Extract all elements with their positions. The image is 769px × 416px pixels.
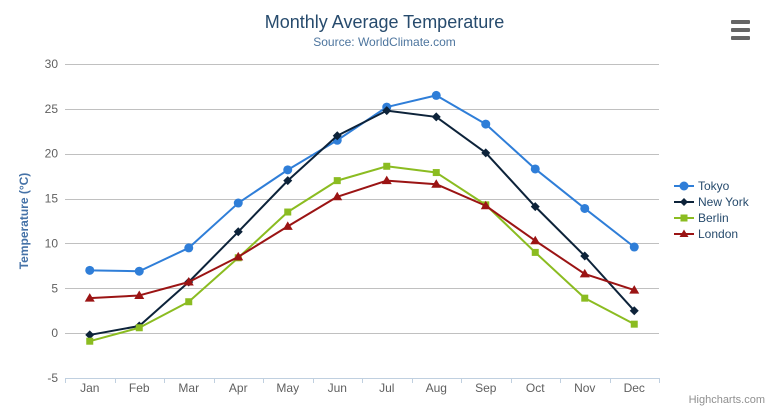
legend-item-london[interactable]: London: [674, 226, 749, 242]
series-marker-london-dec[interactable]: [629, 285, 640, 294]
x-axis-label-apr: Apr: [229, 381, 248, 395]
series-marker-new-york-apr[interactable]: [233, 227, 243, 237]
x-axis-label-jan: Jan: [80, 381, 99, 395]
series-marker-tokyo-may[interactable]: [283, 165, 293, 175]
y-axis-label-10: 10: [45, 236, 59, 250]
x-axis-label-feb: Feb: [129, 381, 150, 395]
x-axis-label-aug: Aug: [426, 381, 447, 395]
chart-title: Monthly Average Temperature: [264, 12, 505, 32]
x-axis-label-jul: Jul: [379, 381, 394, 395]
series-line-tokyo: [88, 94, 636, 273]
y-axis-label-15: 15: [45, 192, 59, 206]
legend-item-label: London: [698, 227, 739, 241]
export-menu-button[interactable]: [726, 15, 756, 45]
series-marker-tokyo-oct[interactable]: [530, 164, 540, 174]
legend-item-new-york[interactable]: New York: [674, 194, 749, 210]
x-axis-label-oct: Oct: [526, 381, 545, 395]
legend-item-label: Tokyo: [698, 179, 730, 193]
y-axis-label--5: -5: [47, 371, 58, 385]
series-marker-london-jun[interactable]: [332, 191, 343, 201]
series-marker-berlin-mar[interactable]: [185, 298, 193, 306]
series-line-berlin: [88, 165, 636, 343]
series-marker-new-york-jan[interactable]: [85, 330, 95, 340]
hamburger-icon: [731, 20, 751, 40]
series-marker-london-nov[interactable]: [579, 268, 590, 278]
series-marker-new-york-dec[interactable]: [629, 306, 639, 316]
series-marker-london-jan[interactable]: [84, 293, 95, 302]
y-axis-label-0: 0: [51, 326, 58, 340]
series-marker-london-feb[interactable]: [134, 290, 145, 299]
series-line-new-york: [88, 109, 636, 336]
series-marker-new-york-sep[interactable]: [481, 148, 491, 158]
series-marker-tokyo-apr[interactable]: [233, 198, 243, 208]
series-marker-tokyo-dec[interactable]: [629, 242, 639, 252]
legend-marker-diamond-icon: [674, 198, 694, 206]
series-line-london: [88, 179, 636, 300]
credits-link[interactable]: Highcharts.com: [688, 394, 765, 406]
series-marker-tokyo-sep[interactable]: [481, 119, 491, 129]
legend-item-tokyo[interactable]: Tokyo: [674, 178, 749, 194]
legend-item-label: Berlin: [698, 211, 729, 225]
series-marker-new-york-oct[interactable]: [530, 202, 540, 212]
series-marker-london-jul[interactable]: [381, 175, 392, 185]
y-axis-label-30: 30: [45, 57, 59, 71]
series-marker-tokyo-nov[interactable]: [580, 203, 590, 213]
series-tokyo: [85, 90, 639, 276]
series-marker-berlin-dec[interactable]: [630, 320, 638, 328]
series-marker-berlin-feb[interactable]: [135, 324, 143, 332]
series-marker-berlin-jul[interactable]: [383, 162, 391, 170]
series-marker-london-sep[interactable]: [480, 200, 491, 210]
legend-marker-circle-icon: [674, 181, 694, 191]
series-new-york: [85, 106, 639, 340]
x-axis-label-jun: Jun: [328, 381, 347, 395]
series-marker-new-york-aug[interactable]: [431, 112, 441, 122]
series-marker-tokyo-aug[interactable]: [431, 90, 441, 100]
series-marker-new-york-jul[interactable]: [382, 106, 392, 116]
y-axis-label-5: 5: [51, 281, 58, 295]
series-marker-tokyo-mar[interactable]: [184, 243, 194, 253]
series-marker-berlin-aug[interactable]: [432, 169, 440, 177]
x-axis-label-may: May: [276, 381, 299, 395]
x-axis-label-mar: Mar: [178, 381, 199, 395]
x-axis-label-nov: Nov: [574, 381, 595, 395]
series-marker-berlin-jan[interactable]: [86, 337, 94, 345]
series-marker-new-york-jun[interactable]: [332, 131, 342, 141]
legend-item-berlin[interactable]: Berlin: [674, 210, 749, 226]
y-axis-label-20: 20: [45, 147, 59, 161]
series-marker-london-mar[interactable]: [183, 277, 194, 286]
x-axis: [65, 378, 660, 383]
legend: Tokyo New York Berlin London: [674, 178, 749, 242]
x-axis-label-dec: Dec: [624, 381, 645, 395]
series-marker-berlin-oct[interactable]: [531, 248, 539, 256]
y-axis-title: Temperature (°C): [17, 172, 31, 270]
series-marker-tokyo-feb[interactable]: [134, 266, 144, 276]
series-marker-london-apr[interactable]: [233, 251, 244, 261]
legend-item-label: New York: [698, 195, 749, 209]
chart-subtitle: Source: WorldClimate.com: [313, 35, 456, 49]
series-marker-london-aug[interactable]: [431, 179, 442, 188]
gridlines: [65, 64, 659, 379]
legend-marker-triangle-icon: [674, 229, 694, 237]
x-axis-label-sep: Sep: [475, 381, 497, 395]
y-axis-label-25: 25: [45, 102, 59, 116]
series-marker-london-may[interactable]: [282, 221, 293, 230]
series-marker-berlin-nov[interactable]: [581, 294, 589, 302]
legend-marker-square-icon: [674, 214, 694, 222]
series-marker-berlin-may[interactable]: [284, 208, 292, 216]
series-marker-tokyo-jan[interactable]: [85, 265, 95, 275]
series-marker-new-york-nov[interactable]: [580, 251, 590, 261]
series-marker-berlin-jun[interactable]: [333, 177, 341, 185]
series-london: [84, 175, 640, 302]
series-marker-new-york-may[interactable]: [283, 176, 293, 186]
series-marker-london-oct[interactable]: [530, 235, 541, 245]
